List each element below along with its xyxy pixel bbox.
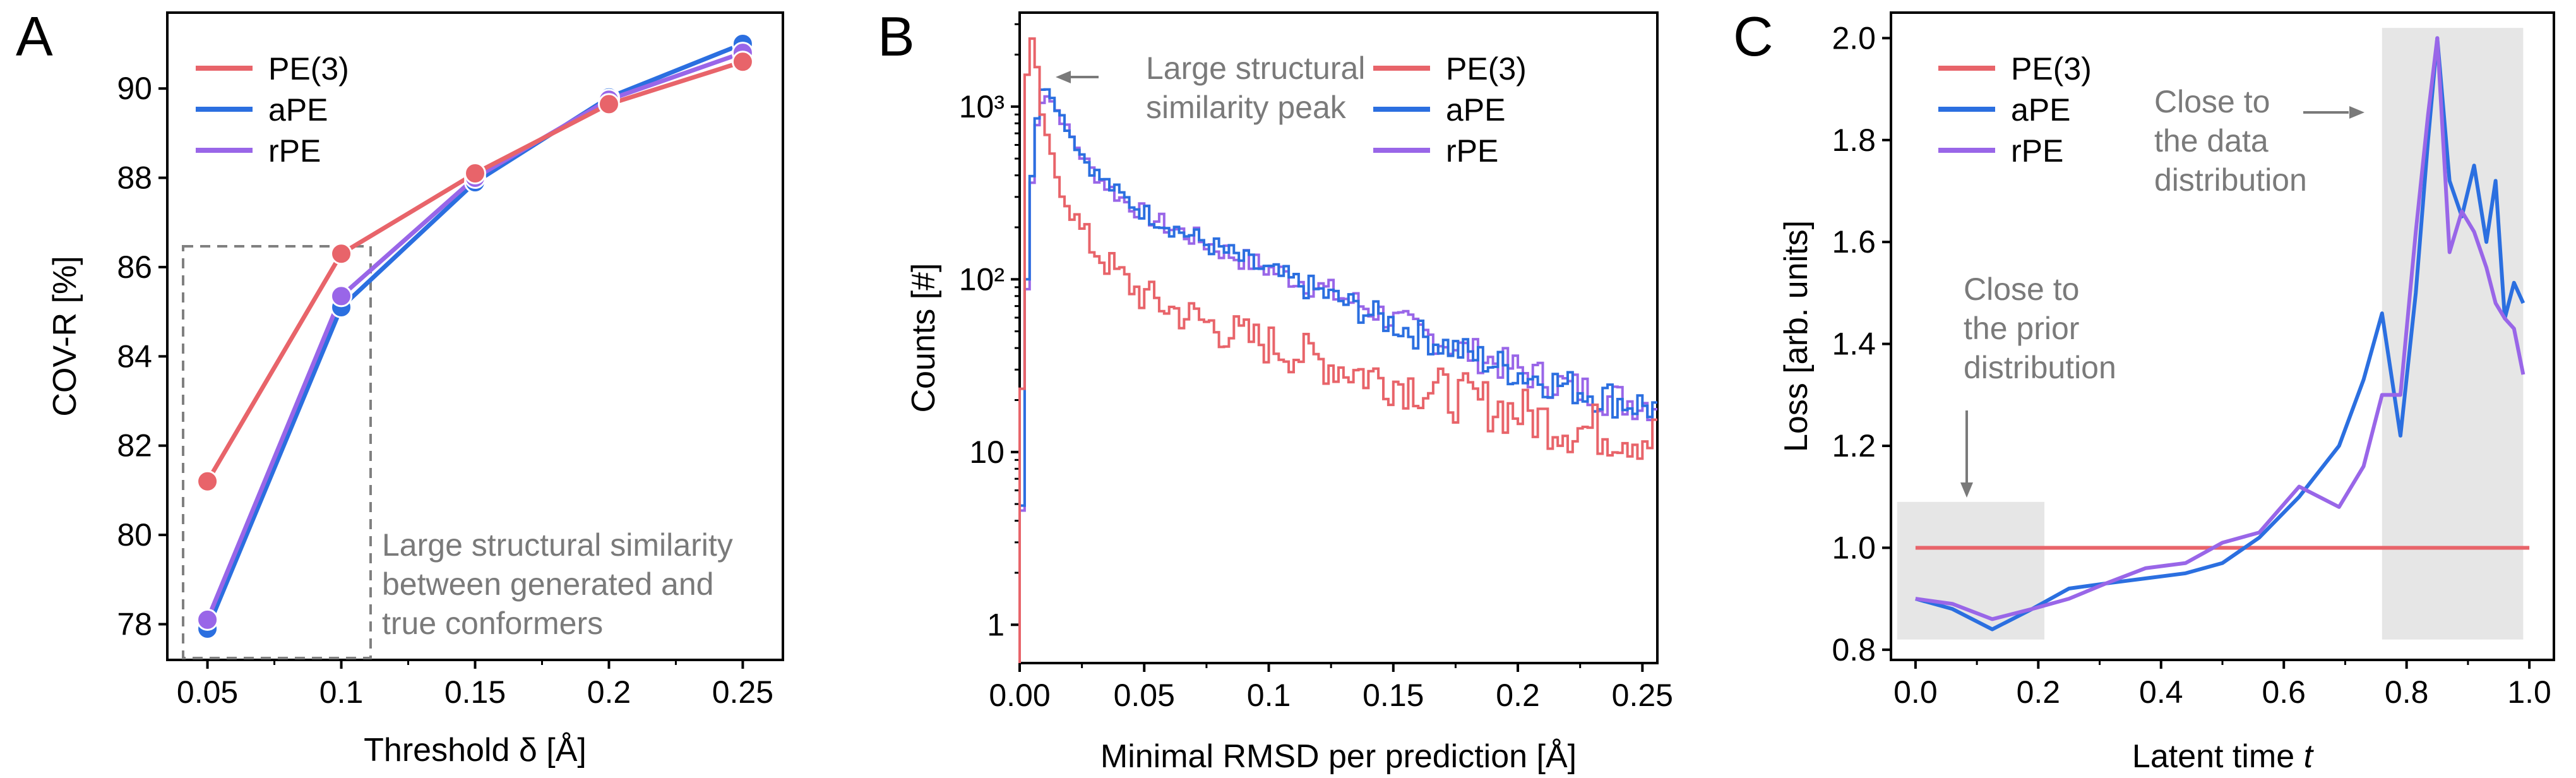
x-tick-label: 0.2	[587, 674, 631, 710]
y-tick-label: 1.8	[1832, 123, 1876, 158]
legend-label: aPE	[2011, 92, 2071, 128]
y-tick-label: 10³	[959, 89, 1005, 124]
annotation-prior-line: the prior	[1964, 311, 2079, 346]
x-tick-label: 0.4	[2139, 674, 2183, 710]
data-point-pe3	[464, 162, 486, 184]
y-tick-label: 88	[117, 160, 152, 196]
data-point-pe3	[597, 93, 620, 116]
y-tick-label: 1.0	[1832, 530, 1876, 565]
histogram-ape	[1018, 88, 1657, 663]
data-point-pe3	[196, 470, 219, 493]
plot-frame	[1018, 11, 1659, 664]
legend-label: rPE	[268, 133, 321, 169]
y-tick-label: 1	[987, 607, 1005, 642]
legend-label: rPE	[1446, 133, 1498, 169]
annotation-prior-arrow-head	[1960, 482, 1973, 498]
annotation-data-line: Close to	[2154, 84, 2270, 119]
y-axis-label: Loss [arb. units]	[1778, 220, 1815, 452]
annotation-a-line: true conformers	[382, 606, 603, 641]
legend-label: PE(3)	[1446, 51, 1527, 87]
data-point-pe3	[731, 51, 754, 73]
annotation-a-line: Large structural similarity	[382, 527, 733, 563]
y-tick-label: 0.8	[1832, 632, 1876, 667]
y-tick-label: 10	[969, 434, 1005, 470]
annotation-data-line: distribution	[2154, 162, 2307, 198]
series-line-ape	[1915, 36, 2525, 631]
x-tick-label: 0.25	[1612, 678, 1673, 713]
legend-label: rPE	[2011, 133, 2063, 169]
x-tick-label: 0.0	[1893, 674, 1938, 710]
y-tick-label: 82	[117, 428, 152, 464]
histogram-pe3	[1018, 37, 1657, 663]
panel-letter-c: C	[1733, 5, 1774, 68]
x-tick-label: 0.1	[319, 674, 364, 710]
y-tick-label: 80	[117, 517, 152, 553]
x-axis-label: Latent time t	[2132, 738, 2315, 775]
x-tick-label: 0.6	[2262, 674, 2306, 710]
x-tick-label: 0.05	[177, 674, 238, 710]
legend-label: PE(3)	[268, 51, 349, 87]
panel-letter-b: B	[878, 5, 915, 68]
highlight-box	[182, 245, 372, 659]
annotation-prior-line: Close to	[1964, 272, 2079, 307]
x-tick-label: 1.0	[2507, 674, 2551, 710]
x-axis-label: Threshold δ [Å]	[364, 732, 587, 769]
x-tick-label: 0.15	[1363, 678, 1424, 713]
y-tick-label: 86	[117, 249, 152, 285]
y-tick-label: 1.4	[1832, 326, 1876, 362]
panel-c-chart: 0.8 1.0 1.2 1.4 1.6 1.8 2.0 0.0 0.2 0.4 0.6 0.8 1.0 L…	[1778, 11, 2555, 775]
legend-label: PE(3)	[2011, 51, 2092, 87]
x-tick-label: 0.15	[444, 674, 506, 710]
annotation-b-line: Large structural	[1146, 51, 1365, 86]
legend-label: aPE	[1446, 92, 1506, 128]
x-tick-label: 0.00	[989, 678, 1050, 713]
annotation-b-line: similarity peak	[1146, 90, 1347, 125]
x-tick-label: 0.8	[2385, 674, 2429, 710]
y-tick-label: 2.0	[1832, 20, 1876, 56]
legend-label: aPE	[268, 92, 328, 128]
x-tick-label: 0.2	[2017, 674, 2061, 710]
y-tick-label: 1.2	[1832, 428, 1876, 464]
x-tick-label: 0.25	[712, 674, 773, 710]
annotation-a-line: between generated and	[382, 566, 713, 602]
x-axis-label: Minimal RMSD per prediction [Å]	[1100, 738, 1577, 775]
y-tick-label: 10²	[959, 261, 1005, 297]
annotation-arrow-head	[1056, 71, 1071, 83]
y-tick-label: 1.6	[1832, 224, 1876, 260]
annotation-data-arrow-head	[2349, 106, 2364, 119]
y-axis-label: Counts [#]	[905, 263, 942, 412]
data-point-rpe	[330, 285, 353, 308]
y-axis-label: COV-R [%]	[47, 256, 83, 416]
data-point-rpe	[196, 608, 219, 631]
x-tick-label: 0.05	[1114, 678, 1175, 713]
annotation-data-line: the data	[2154, 123, 2269, 159]
annotation-prior-line: distribution	[1964, 350, 2116, 385]
y-tick-label: 90	[117, 71, 152, 106]
x-tick-label: 0.1	[1247, 678, 1291, 713]
y-tick-label: 78	[117, 606, 152, 642]
data-point-pe3	[330, 242, 353, 265]
panel-b-chart: 1 10 10² 10³ 0.00 0.05 0.1 0.15 0.2 0.25 Minimal R…	[905, 11, 1673, 775]
x-tick-label: 0.2	[1496, 678, 1540, 713]
series-line-rpe	[1915, 36, 2525, 621]
y-tick-label: 84	[117, 338, 152, 374]
panel-a-chart: 78 80 82 84 86 88 90 0.05 0.1 0.15 0.2 0.25 Threshol…	[47, 11, 784, 769]
panel-letter-a: A	[16, 5, 53, 68]
